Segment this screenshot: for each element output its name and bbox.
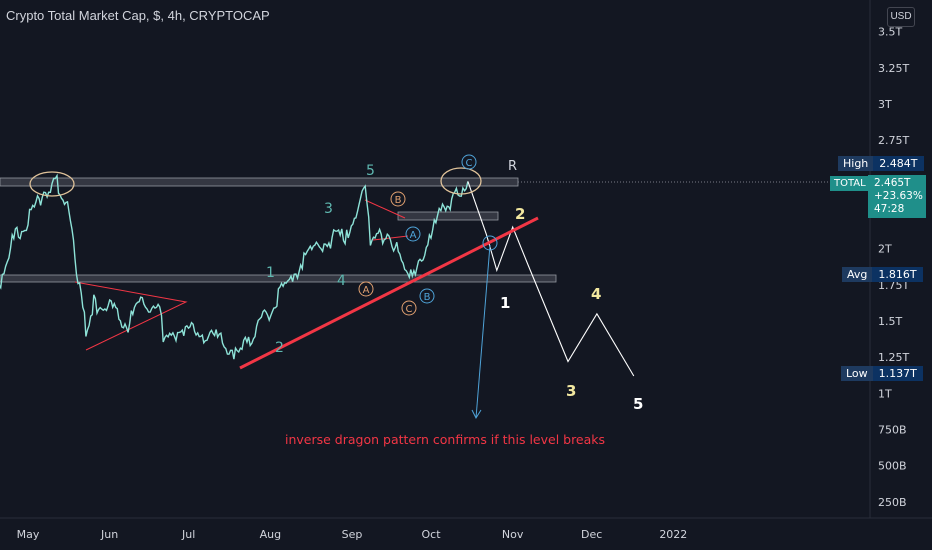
wave-teal-5: 5 bbox=[366, 163, 375, 179]
wave-white-1: 1 bbox=[500, 294, 510, 312]
trendline[interactable] bbox=[239, 216, 539, 370]
wedge-lower[interactable] bbox=[372, 235, 409, 241]
time-tick: May bbox=[17, 528, 40, 541]
time-tick: 2022 bbox=[659, 528, 687, 541]
price-axis: 3.5T 3.25T 3T 2.75T 2T 1.75T 1.5T 1.25T 1T 750B 50… bbox=[878, 26, 909, 509]
price-tick: 1.5T bbox=[878, 315, 902, 328]
price-series-layer bbox=[0, 173, 635, 377]
top-ellipse-right[interactable] bbox=[440, 167, 482, 195]
wave-teal-2: 2 bbox=[275, 340, 284, 356]
price-tick: 3T bbox=[878, 98, 892, 111]
current-price-label: 2.465T +23.63% 47:28 bbox=[868, 175, 926, 218]
currency-badge[interactable]: USD bbox=[887, 7, 915, 27]
abc-orange: B A C bbox=[358, 191, 417, 316]
abc-orange-c: C bbox=[406, 304, 413, 315]
low-key: Low bbox=[841, 366, 873, 381]
time-tick: Oct bbox=[421, 528, 441, 541]
wave-white-4: 4 bbox=[591, 285, 601, 303]
r-label: R bbox=[508, 159, 517, 174]
current-change: +23.63% bbox=[874, 190, 923, 202]
time-tick: Aug bbox=[260, 528, 281, 541]
break-circle bbox=[482, 235, 498, 251]
price-tick: 2T bbox=[878, 243, 892, 256]
high-value: 2.484T bbox=[873, 156, 924, 171]
abc-teal-a: A bbox=[410, 230, 417, 241]
price-line[interactable] bbox=[0, 173, 469, 360]
abc-orange-b: B bbox=[395, 195, 402, 206]
wave-white-3: 3 bbox=[566, 382, 576, 400]
triangle-pattern[interactable] bbox=[74, 281, 188, 351]
price-tick: 2.75T bbox=[878, 134, 909, 147]
price-tick: 500B bbox=[878, 460, 907, 473]
price-tick: 1.75T bbox=[878, 279, 909, 292]
wave-teal-4: 4 bbox=[337, 273, 346, 289]
time-tick: Sep bbox=[342, 528, 363, 541]
wedge-upper[interactable] bbox=[364, 199, 406, 219]
wave-teal-3: 3 bbox=[324, 201, 333, 217]
price-tick: 3.25T bbox=[878, 62, 909, 75]
high-label: High 2.484T bbox=[838, 156, 924, 171]
abc-teal-c: C bbox=[466, 158, 473, 169]
mid-zone[interactable] bbox=[397, 211, 499, 221]
price-tick: 3.5T bbox=[878, 26, 902, 39]
price-tick: 1.25T bbox=[878, 351, 909, 364]
candle-countdown: 47:28 bbox=[874, 203, 905, 215]
top-ellipse-left[interactable] bbox=[29, 171, 75, 197]
current-price: 2.465T bbox=[874, 177, 911, 189]
wave-white-2: 2 bbox=[515, 205, 525, 223]
current-symbol: TOTAL bbox=[830, 176, 870, 191]
abc-teal-b: B bbox=[424, 292, 431, 303]
low-value: 1.137T bbox=[872, 366, 923, 381]
time-tick: Jun bbox=[100, 528, 118, 541]
time-tick: Nov bbox=[502, 528, 524, 541]
avg-label: Avg 1.816T bbox=[842, 267, 923, 282]
price-tick: 750B bbox=[878, 424, 907, 437]
avg-key: Avg bbox=[842, 267, 873, 282]
price-tick: 250B bbox=[878, 496, 907, 509]
projection-line[interactable] bbox=[467, 181, 635, 377]
abc-orange-a: A bbox=[363, 285, 370, 296]
time-tick: Dec bbox=[581, 528, 602, 541]
resistance-zone[interactable] bbox=[0, 177, 519, 187]
chart-title: Crypto Total Market Cap, $, 4h, CRYPTOCA… bbox=[6, 8, 270, 23]
time-axis: May Jun Jul Aug Sep Oct Nov Dec 2022 bbox=[17, 528, 688, 541]
breakdown-arrow bbox=[475, 244, 491, 419]
abc-teal: A B C bbox=[405, 154, 477, 304]
wave-teal-1: 1 bbox=[266, 265, 275, 281]
high-key: High bbox=[838, 156, 874, 171]
price-tick: 1T bbox=[878, 387, 892, 400]
time-tick: Jul bbox=[181, 528, 195, 541]
arrow-head bbox=[471, 409, 482, 420]
avg-value: 1.816T bbox=[872, 267, 923, 282]
low-label: Low 1.137T bbox=[841, 366, 923, 381]
support-zone[interactable] bbox=[0, 274, 557, 283]
wave-white-5: 5 bbox=[633, 395, 643, 413]
pattern-note: inverse dragon pattern confirms if this … bbox=[285, 432, 606, 447]
